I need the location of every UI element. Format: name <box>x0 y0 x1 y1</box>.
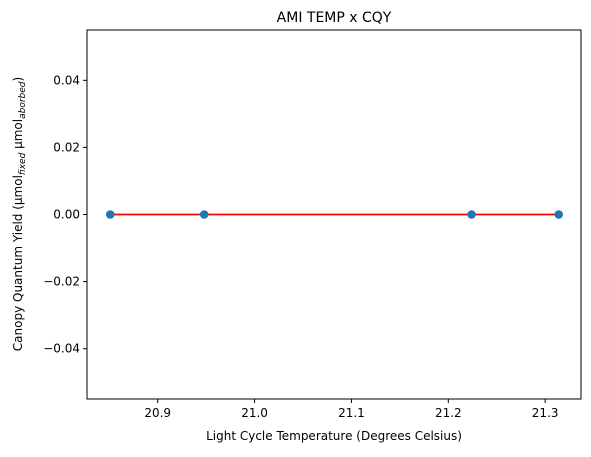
data-point <box>199 210 209 219</box>
plot-area <box>105 210 564 219</box>
data-point <box>105 210 115 219</box>
y-axis-label: Canopy Quantum Yield (µmolfixed µmolabor… <box>11 77 28 351</box>
y-tick-label: −0.04 <box>43 342 80 356</box>
x-tick-label: 21.3 <box>532 406 559 420</box>
x-tick-label: 21.2 <box>435 406 462 420</box>
data-point <box>554 210 564 219</box>
y-tick-label: −0.02 <box>43 275 80 289</box>
x-tick-label: 21.0 <box>241 406 268 420</box>
y-axis-label-end: ) <box>11 77 25 82</box>
y-axis-label-main: Canopy Quantum Yield (µmol <box>11 175 25 351</box>
chart-title: AMI TEMP x CQY <box>277 10 392 26</box>
y-tick-label: 0.00 <box>53 208 80 222</box>
x-tick-label: 20.9 <box>144 406 171 420</box>
y-axis-label-sub-fixed: fixed <box>18 152 28 175</box>
x-tick-label: 21.1 <box>338 406 365 420</box>
y-axis-label-mid: µmol <box>11 119 25 153</box>
axes: 20.9 21.0 21.1 21.2 21.3 −0.04 −0.02 0.00 0.02 0.… <box>43 29 582 420</box>
y-tick-label: 0.04 <box>53 73 80 87</box>
data-point <box>467 210 476 219</box>
x-axis-label: Light Cycle Temperature (Degrees Celsius… <box>206 429 462 443</box>
y-axis-label-sub-absorbed: aborbed <box>18 81 28 119</box>
y-tick-label: 0.02 <box>53 140 80 154</box>
